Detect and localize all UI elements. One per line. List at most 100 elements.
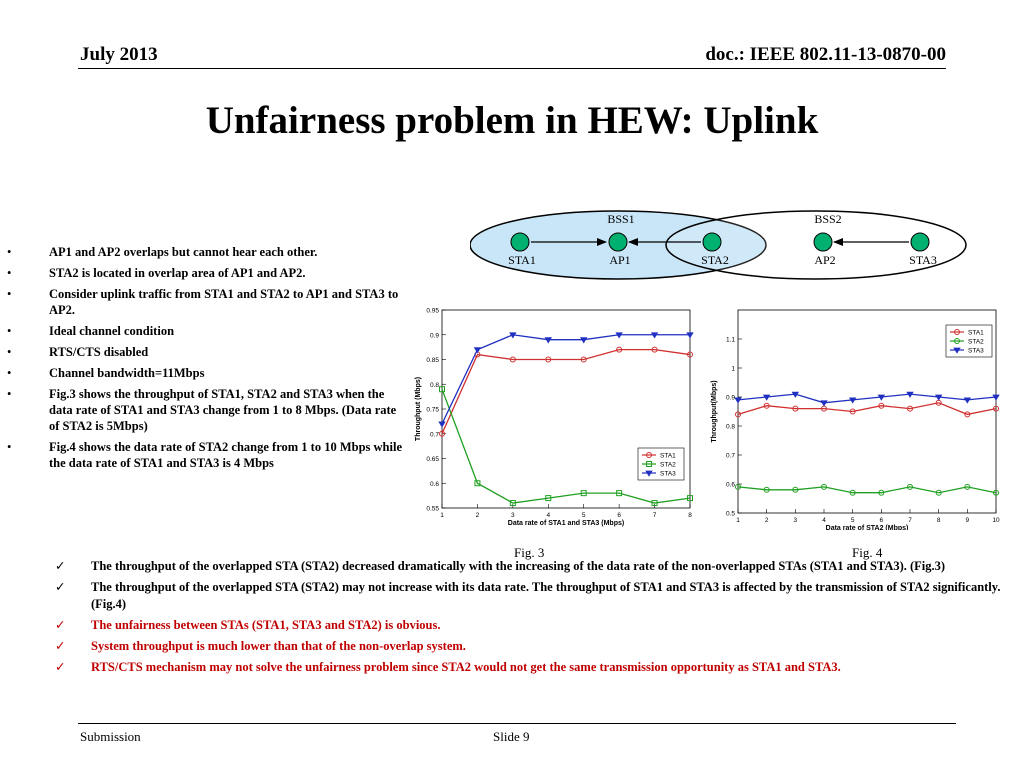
x-tick-label: 3 <box>794 517 798 524</box>
data-point-sta2 <box>935 489 942 496</box>
data-point-sta3 <box>791 391 800 398</box>
data-point-sta2 <box>616 490 623 497</box>
data-point-sta1 <box>849 408 856 415</box>
y-axis-label: Throughput (Mbps) <box>415 377 422 441</box>
ap2-label: AP2 <box>814 253 835 267</box>
finding-text: The throughput of the overlapped STA (ST… <box>91 580 1001 611</box>
x-tick-label: 8 <box>688 512 692 519</box>
data-point-sta3 <box>906 391 914 398</box>
finding-item: ✓ The unfairness between STAs (STA1, STA3… <box>55 618 441 632</box>
finding-item: ✓ The throughput of the overlapped STA (S… <box>55 559 946 573</box>
sta3-node <box>910 232 930 252</box>
y-tick-label: 0.85 <box>426 357 439 364</box>
data-point-sta3 <box>438 421 446 428</box>
data-point-sta2 <box>474 480 481 487</box>
fig3-throughput-chart: 0.55 0.6 0.65 0.7 0.75 0.8 0.85 0.9 0.95 1 2 3 4 5 6 7 8… <box>415 308 694 527</box>
x-axis-label: Data rate of STA2 (Mbps) <box>826 525 909 530</box>
data-point-sta3 <box>934 394 943 401</box>
legend-marker-sta1 <box>954 329 960 335</box>
bullet-item: • Channel bandwidth=11Mbps <box>7 366 205 380</box>
data-point-sta2 <box>439 386 445 393</box>
finding-text: System throughput is much lower than tha… <box>91 639 466 653</box>
legend-entry: STA2 <box>968 339 984 346</box>
x-tick-label: 5 <box>851 517 855 524</box>
bullet-item: • STA2 is located in overlap area of AP1 … <box>7 266 306 280</box>
bss2-label: BSS2 <box>814 212 841 226</box>
x-tick-label: 3 <box>511 512 515 519</box>
data-point-sta2 <box>651 500 658 507</box>
series-line-sta1 <box>441 348 691 435</box>
data-point-sta3 <box>580 337 588 344</box>
data-point-sta3 <box>820 400 828 407</box>
data-point-sta3 <box>509 332 517 339</box>
finding-item: ✓ System throughput is much lower than th… <box>55 639 466 653</box>
data-point-sta3 <box>650 332 659 339</box>
y-tick-label: 0.6 <box>430 481 439 488</box>
bullet-text: AP1 and AP2 overlaps but cannot hear eac… <box>49 245 318 259</box>
fig3-caption: Fig. 3 <box>514 545 545 560</box>
data-point-sta1 <box>792 405 799 412</box>
data-point-sta1 <box>964 411 971 418</box>
legend-marker-sta2 <box>954 338 960 344</box>
y-tick-label: 0.9 <box>726 395 735 402</box>
y-tick-label: 0.6 <box>726 482 735 489</box>
fig4-throughput-chart: 0.5 0.6 0.7 0.8 0.9 1 1.1 1 2 3 4 5 6 7 8 9 10 Data rate … <box>711 309 1000 530</box>
x-tick-label: 9 <box>966 517 970 524</box>
x-tick-label: 4 <box>822 517 826 524</box>
data-point-sta2 <box>849 489 856 496</box>
bullet-text: RTS/CTS disabled <box>49 345 149 359</box>
data-point-sta2 <box>964 483 971 490</box>
data-point-sta1 <box>687 351 693 358</box>
x-tick-label: 5 <box>582 512 586 519</box>
x-tick-label: 10 <box>992 517 1000 524</box>
x-tick-label: 2 <box>476 512 480 519</box>
bullet-item: • Consider uplink traffic from STA1 and S… <box>7 287 399 317</box>
finding-text: The throughput of the overlapped STA (ST… <box>91 559 946 573</box>
data-point-sta1 <box>763 402 770 409</box>
x-axis-label: Data rate of STA1 and STA3 (Mbps) <box>508 520 624 527</box>
y-axis-label: Throughput(Mbps) <box>711 380 718 442</box>
bullet-item: • Ideal channel condition <box>7 324 175 338</box>
header-doc-id: doc.: IEEE 802.11-13-0870-00 <box>705 44 946 65</box>
ap1-label: AP1 <box>609 253 630 267</box>
y-tick-label: 0.9 <box>430 332 439 339</box>
legend-marker-sta2 <box>646 461 652 467</box>
fig4-caption: Fig. 4 <box>852 545 883 560</box>
x-tick-label: 7 <box>908 517 912 524</box>
y-tick-label: 0.7 <box>726 453 735 460</box>
x-tick-label: 6 <box>880 517 884 524</box>
data-point-sta1 <box>616 346 623 353</box>
header-rule <box>78 68 946 69</box>
ap2-node <box>813 232 833 252</box>
bullet-list: • AP1 and AP2 overlaps but cannot hear ea… <box>6 244 408 476</box>
finding-text: RTS/CTS mechanism may not solve the unfa… <box>91 660 841 674</box>
footer-slide-number: Slide 9 <box>493 729 530 744</box>
sta2-node <box>702 232 722 252</box>
y-tick-label: 1.1 <box>726 337 735 344</box>
data-point-sta1 <box>878 402 885 409</box>
data-point-sta3 <box>544 337 552 344</box>
data-point-sta3 <box>734 397 742 404</box>
data-point-sta2 <box>792 486 799 493</box>
footer-rule <box>78 723 956 724</box>
legend-entry: STA3 <box>660 471 676 478</box>
x-tick-label: 2 <box>765 517 769 524</box>
data-point-sta2 <box>821 483 827 490</box>
data-point-sta1 <box>545 356 552 363</box>
y-tick-label: 0.8 <box>430 382 439 389</box>
bullet-text: Channel bandwidth=11Mbps <box>49 366 205 380</box>
bullet-item: • Fig.3 shows the throughput of STA1, STA… <box>7 387 397 433</box>
x-tick-label: 7 <box>653 512 657 519</box>
y-tick-label: 0.5 <box>726 511 735 518</box>
x-tick-label: 8 <box>937 517 941 524</box>
bullet-item: • RTS/CTS disabled <box>7 345 149 359</box>
bullet-text: Consider uplink traffic from STA1 and ST… <box>49 287 399 317</box>
ap1-node <box>608 232 628 252</box>
legend-entry: STA2 <box>660 462 676 469</box>
legend-entry: STA3 <box>968 348 984 355</box>
bullet-text: STA2 is located in overlap area of AP1 a… <box>49 266 306 280</box>
bullet-item: • Fig.4 shows the data rate of STA2 chang… <box>7 440 403 470</box>
bullet-text: Ideal channel condition <box>49 324 175 338</box>
y-tick-label: 0.75 <box>426 407 439 414</box>
data-point-sta2 <box>687 495 693 502</box>
